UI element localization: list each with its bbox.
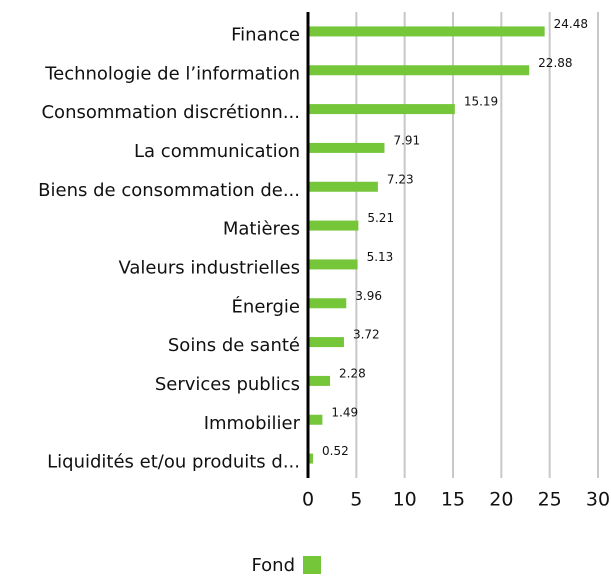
- value-label: 24.48: [554, 17, 588, 31]
- x-tick-label: 25: [538, 489, 562, 511]
- bar: [309, 220, 359, 231]
- x-tick-label: 15: [441, 489, 465, 511]
- value-label: 7.91: [393, 133, 420, 147]
- x-tick-label: 20: [489, 489, 513, 511]
- bar: [309, 414, 323, 425]
- x-tick-label: 0: [302, 489, 314, 511]
- category-label: Biens de consommation de...: [38, 180, 300, 201]
- category-label: Finance: [231, 24, 300, 45]
- value-label: 3.72: [353, 328, 380, 342]
- category-label: Soins de santé: [168, 335, 300, 356]
- value-label: 0.52: [322, 444, 349, 458]
- value-label: 22.88: [538, 56, 572, 70]
- legend-label: Fond: [251, 555, 295, 576]
- value-label: 2.28: [339, 366, 366, 380]
- x-tick-label: 5: [350, 489, 362, 511]
- bar: [309, 337, 344, 348]
- category-label: Consommation discrétionn...: [41, 102, 300, 123]
- x-tick-label: 10: [393, 489, 417, 511]
- category-label: Liquidités et/ou produits d...: [47, 452, 300, 473]
- value-label: 1.49: [331, 405, 358, 419]
- category-label: Énergie: [232, 295, 300, 317]
- value-label: 7.23: [387, 172, 414, 186]
- value-label: 5.21: [367, 211, 394, 225]
- value-label: 15.19: [464, 95, 498, 109]
- category-label: La communication: [134, 141, 300, 162]
- value-label: 3.96: [355, 289, 382, 303]
- category-label: Technologie de l’information: [44, 63, 300, 84]
- bar: [309, 259, 358, 270]
- bar: [309, 26, 545, 37]
- bar: [309, 453, 314, 464]
- category-label: Valeurs industrielles: [118, 257, 300, 278]
- bar: [309, 65, 530, 76]
- category-label: Matières: [223, 219, 300, 240]
- category-label: Services publics: [155, 374, 300, 395]
- bar: [309, 375, 331, 386]
- category-label: Immobilier: [204, 413, 301, 434]
- value-label: 5.13: [367, 250, 394, 264]
- x-tick-label: 30: [586, 489, 610, 511]
- bar: [309, 104, 455, 115]
- bar: [309, 181, 378, 192]
- legend-swatch: [303, 556, 321, 574]
- bar: [309, 142, 385, 153]
- bar: [309, 298, 347, 309]
